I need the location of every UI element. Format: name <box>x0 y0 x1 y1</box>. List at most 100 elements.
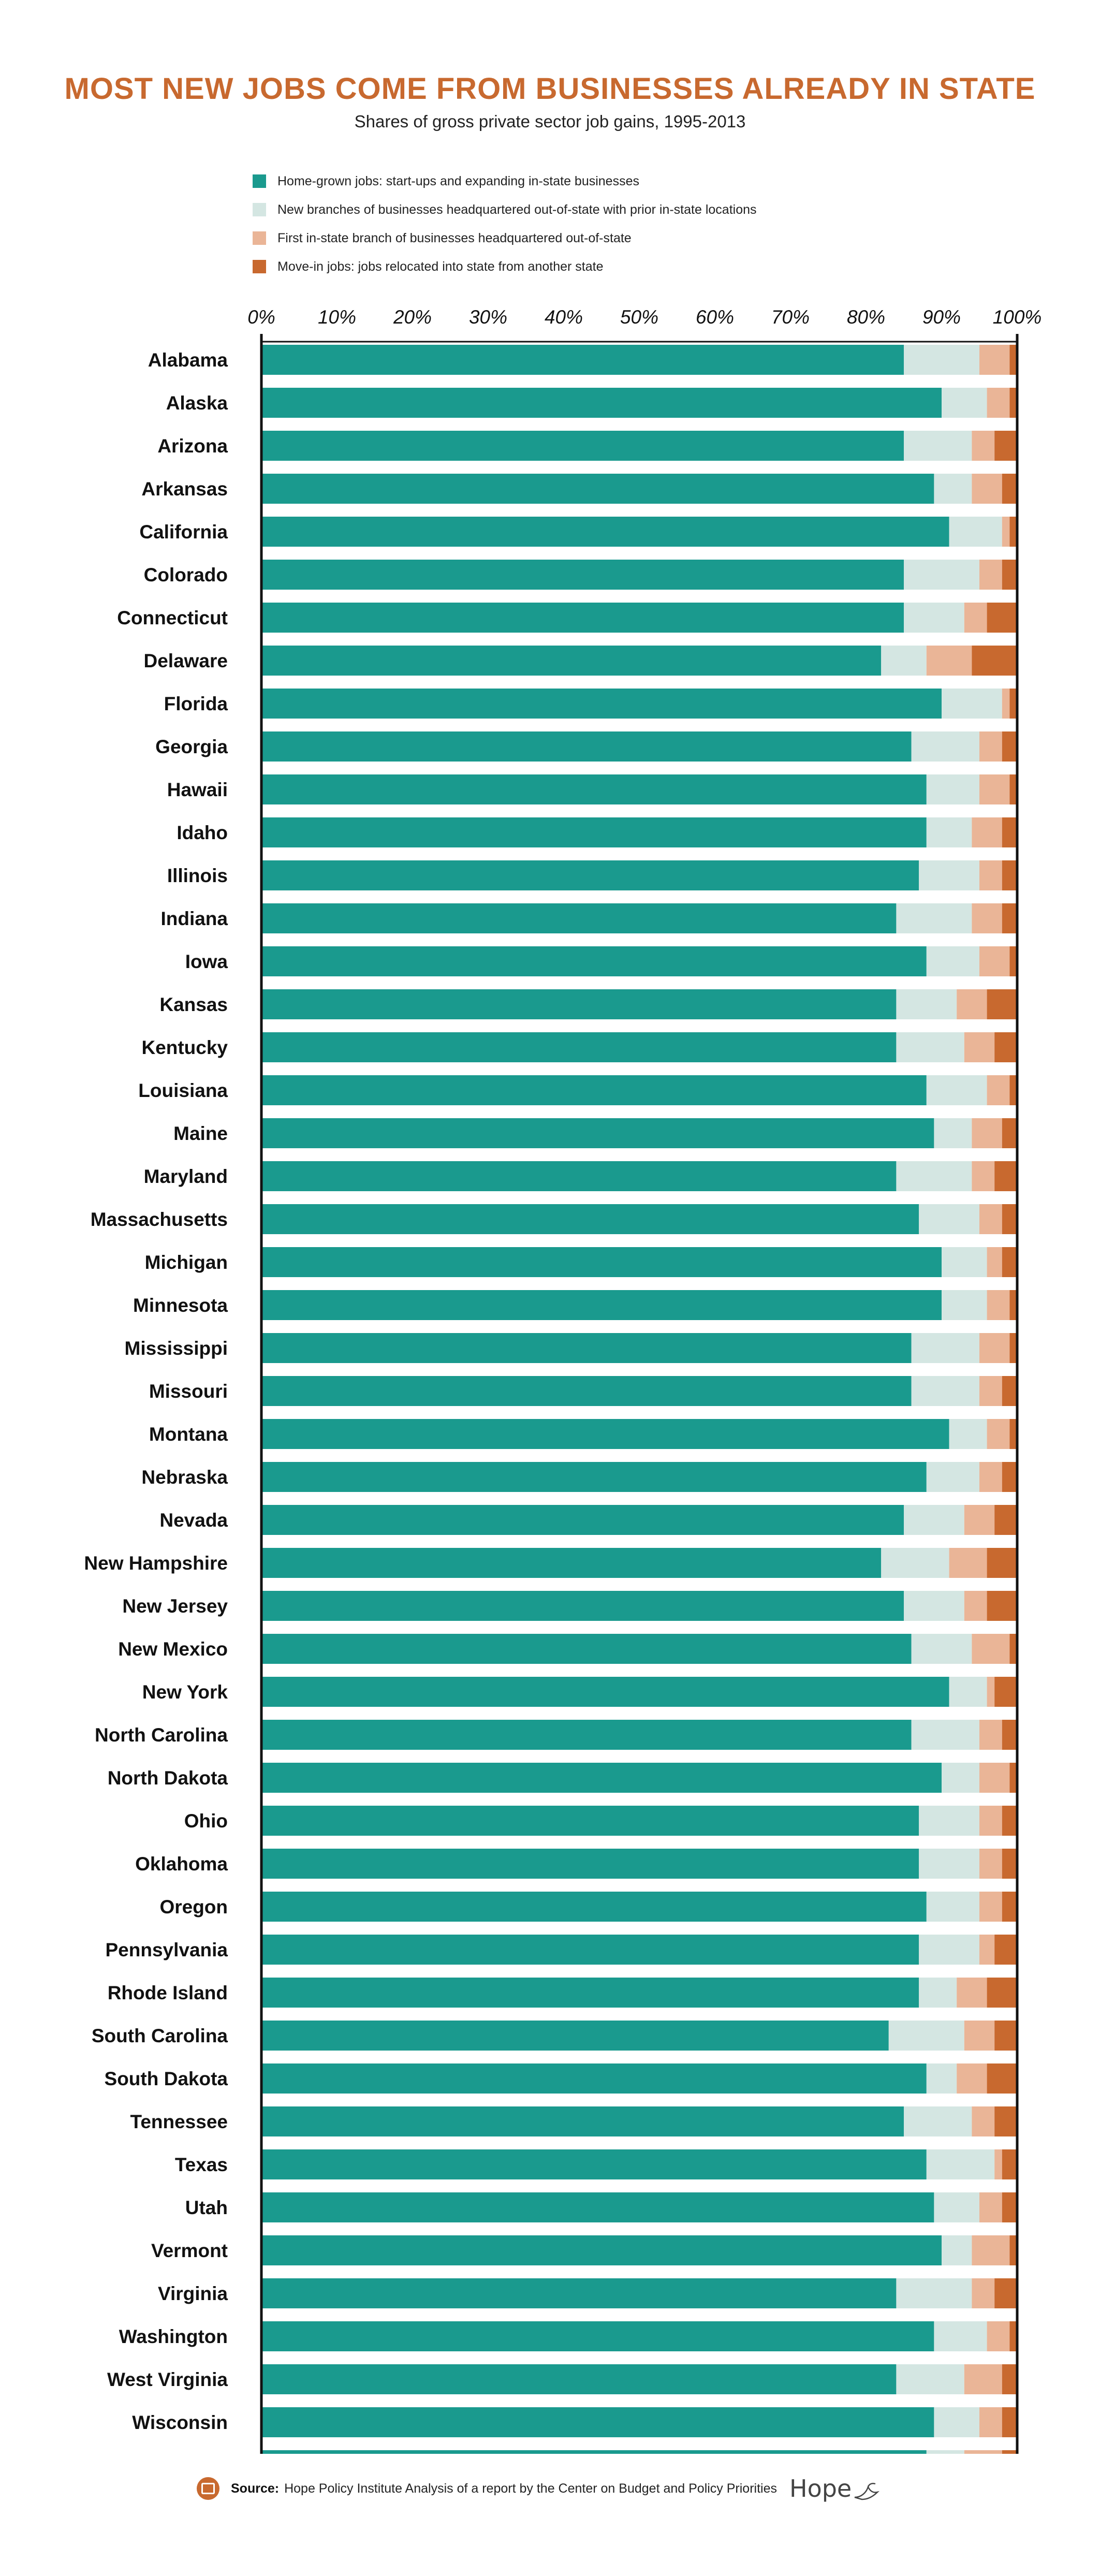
bar-segment-home-grown <box>261 946 927 976</box>
x-tick-label: 30% <box>469 306 507 328</box>
bar-segment-new-branches <box>926 1892 979 1922</box>
category-label: North Carolina <box>95 1724 228 1746</box>
bar-segment-home-grown <box>261 1247 942 1277</box>
bar-segment-move-in <box>994 1677 1017 1707</box>
stacked-bar-chart: 0% 10% 20% 30% 40% 50% 60% 70% 80% 90% 100% Alabama… <box>84 306 1042 2454</box>
category-label: Indiana <box>160 908 228 929</box>
bar-segment-move-in <box>1009 345 1017 375</box>
category-label: Nebraska <box>141 1467 228 1488</box>
bar-segment-move-in <box>1009 774 1017 804</box>
bar-segment-new-branches <box>896 1161 972 1191</box>
bar-segment-new-branches <box>904 1505 964 1535</box>
bar-segment-first-branch <box>979 2407 1002 2437</box>
bar-segment-first-branch <box>957 1978 987 2008</box>
bar-segment-first-branch <box>972 2235 1010 2265</box>
x-tick-label: 40% <box>545 306 583 328</box>
bar-segment-move-in <box>987 1978 1017 2008</box>
bar-segment-move-in <box>987 1548 1017 1578</box>
bar-segment-new-branches <box>904 560 979 590</box>
x-tick-label: 0% <box>247 306 275 328</box>
bar-segment-home-grown <box>261 388 942 418</box>
bar-segment-move-in <box>1002 1376 1017 1406</box>
legend-label: Move-in jobs: jobs relocated into state … <box>277 259 604 274</box>
bar-segment-home-grown <box>261 1978 919 2008</box>
category-label: Kansas <box>159 994 228 1015</box>
bar-segment-move-in <box>994 1032 1017 1062</box>
category-label: New Jersey <box>122 1596 228 1617</box>
bar-segment-new-branches <box>934 2192 979 2222</box>
bar-segment-home-grown <box>261 2364 897 2394</box>
bar-segment-home-grown <box>261 2021 889 2051</box>
bar-segment-move-in <box>1009 1290 1017 1320</box>
category-label: Virginia <box>158 2283 228 2304</box>
source-label: Source: <box>231 2481 280 2496</box>
bar-segment-first-branch <box>979 1892 1002 1922</box>
chart-subtitle: Shares of gross private sector job gains… <box>354 112 746 131</box>
category-label: California <box>139 521 228 543</box>
bar-segment-home-grown <box>261 2192 934 2222</box>
bar-segment-home-grown <box>261 774 927 804</box>
bar-segment-move-in <box>1002 2192 1017 2222</box>
bar-segment-first-branch <box>972 1118 1002 1148</box>
source-text: Hope Policy Institute Analysis of a repo… <box>284 2481 777 2496</box>
bar-segment-home-grown <box>261 1935 919 1965</box>
bar-segment-first-branch <box>1002 517 1010 547</box>
bar-segment-first-branch <box>964 1591 987 1621</box>
category-label: Mississippi <box>125 1338 228 1359</box>
legend-item-move-in: Move-in jobs: jobs relocated into state … <box>253 256 604 277</box>
bar-segment-new-branches <box>926 1075 987 1105</box>
bar-segment-first-branch <box>979 1720 1002 1750</box>
category-label: West Virginia <box>107 2369 228 2390</box>
bar-segment-move-in <box>1009 1075 1017 1105</box>
bar-segment-home-grown <box>261 1161 897 1191</box>
bar-segment-move-in <box>1002 1806 1017 1836</box>
bar-segment-new-branches <box>896 1032 964 1062</box>
bar-segment-first-branch <box>972 817 1002 847</box>
bar-segment-home-grown <box>261 1290 942 1320</box>
bar-segment-new-branches <box>904 431 972 461</box>
bar-segment-move-in <box>994 1505 1017 1535</box>
bar-segment-new-branches <box>896 2364 964 2394</box>
bar-segment-new-branches <box>926 946 979 976</box>
category-label: Michigan <box>145 1252 228 1273</box>
bar-segment-new-branches <box>934 2407 979 2437</box>
legend-swatch-home-grown <box>253 174 266 188</box>
category-label: Oklahoma <box>135 1853 228 1875</box>
bar-segment-home-grown <box>261 1462 927 1492</box>
category-label: Ohio <box>184 1810 228 1832</box>
bar-segment-new-branches <box>949 1419 987 1449</box>
bar-segment-new-branches <box>949 1677 987 1707</box>
bar-segment-new-branches <box>888 2021 964 2051</box>
bar-segment-move-in <box>994 2021 1017 2051</box>
category-label: Alabama <box>148 349 228 371</box>
bar-segment-move-in <box>1002 1247 1017 1277</box>
category-label: Kentucky <box>141 1037 228 1058</box>
bar-segment-new-branches <box>926 2063 957 2094</box>
bar-segment-home-grown <box>261 1806 919 1836</box>
bar-segment-first-branch <box>987 388 1010 418</box>
legend-label: Home-grown jobs: start-ups and expanding… <box>277 173 639 188</box>
bar-segment-new-branches <box>911 1376 979 1406</box>
x-tick-label: 50% <box>620 306 658 328</box>
bar-segment-first-branch <box>979 1462 1002 1492</box>
bar-segment-first-branch <box>979 1935 995 1965</box>
bar-segment-new-branches <box>934 2321 987 2351</box>
bar-segment-first-branch <box>987 2321 1010 2351</box>
category-label: Tennessee <box>130 2111 228 2132</box>
category-label: Louisiana <box>138 1080 228 1101</box>
bar-segment-move-in <box>994 1935 1017 1965</box>
source-footer: Source: Hope Policy Institute Analysis o… <box>197 2470 880 2507</box>
bar-segment-first-branch <box>964 2450 1002 2454</box>
category-label: Delaware <box>144 650 228 671</box>
bar-segment-first-branch <box>979 860 1002 890</box>
legend-item-first-branch: First in-state branch of businesses head… <box>253 228 632 248</box>
bar-segment-home-grown <box>261 860 919 890</box>
legend-item-new-branches: New branches of businesses headquartered… <box>253 199 757 220</box>
bar-segment-move-in <box>1009 689 1017 719</box>
x-tick-label: 60% <box>696 306 734 328</box>
category-label: Oregon <box>159 1896 228 1918</box>
bar-segment-new-branches <box>904 603 964 633</box>
category-label: Georgia <box>155 736 228 757</box>
bar-segment-home-grown <box>261 1634 912 1664</box>
bar-segment-new-branches <box>919 1849 979 1879</box>
